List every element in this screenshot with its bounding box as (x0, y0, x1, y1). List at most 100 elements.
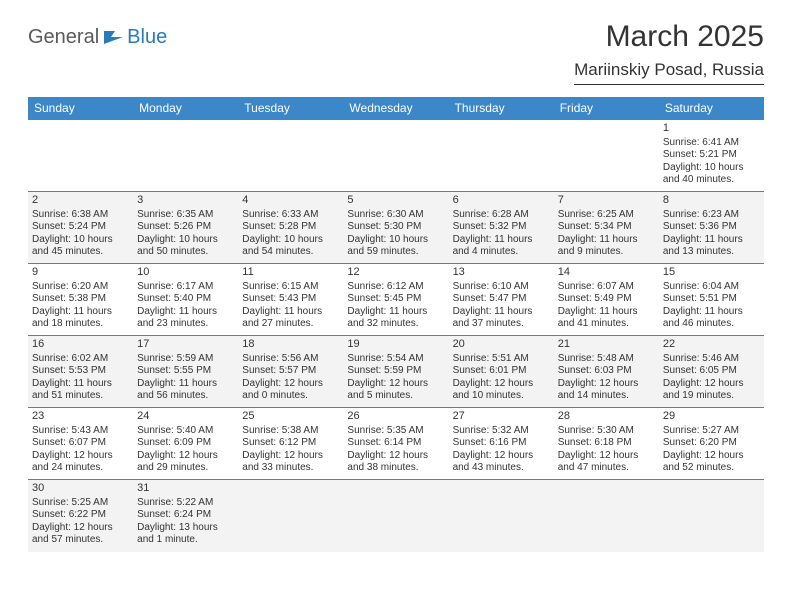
daylight1-label: Daylight: 12 hours (32, 450, 129, 463)
day-number: 27 (453, 410, 550, 424)
daylight2-label: and 9 minutes. (558, 246, 655, 259)
daylight1-label: Daylight: 12 hours (663, 450, 760, 463)
calendar-cell: 11Sunrise: 6:15 AMSunset: 5:43 PMDayligh… (238, 264, 343, 336)
daylight2-label: and 14 minutes. (558, 390, 655, 403)
calendar-cell: 25Sunrise: 5:38 AMSunset: 6:12 PMDayligh… (238, 408, 343, 480)
week-row: 23Sunrise: 5:43 AMSunset: 6:07 PMDayligh… (28, 408, 764, 480)
week-row: 2Sunrise: 6:38 AMSunset: 5:24 PMDaylight… (28, 192, 764, 264)
day-number: 20 (453, 338, 550, 352)
daylight2-label: and 29 minutes. (137, 462, 234, 475)
sunset-label: Sunset: 5:40 PM (137, 293, 234, 306)
sunrise-label: Sunrise: 6:35 AM (137, 209, 234, 222)
daylight2-label: and 33 minutes. (242, 462, 339, 475)
day-header-monday: Monday (133, 97, 238, 120)
sunset-label: Sunset: 5:34 PM (558, 221, 655, 234)
day-number: 8 (663, 194, 760, 208)
sunset-label: Sunset: 6:18 PM (558, 437, 655, 450)
sunset-label: Sunset: 5:49 PM (558, 293, 655, 306)
header: General Blue March 2025 Mariinskiy Posad… (28, 20, 764, 85)
daylight1-label: Daylight: 11 hours (558, 306, 655, 319)
calendar-cell: 19Sunrise: 5:54 AMSunset: 5:59 PMDayligh… (343, 336, 448, 408)
day-number: 1 (663, 122, 760, 136)
sunset-label: Sunset: 5:36 PM (663, 221, 760, 234)
calendar-cell (28, 120, 133, 192)
week-row: 16Sunrise: 6:02 AMSunset: 5:53 PMDayligh… (28, 336, 764, 408)
sunrise-label: Sunrise: 6:20 AM (32, 281, 129, 294)
daylight2-label: and 46 minutes. (663, 318, 760, 331)
day-number: 21 (558, 338, 655, 352)
sunset-label: Sunset: 6:12 PM (242, 437, 339, 450)
sunrise-label: Sunrise: 6:07 AM (558, 281, 655, 294)
daylight1-label: Daylight: 11 hours (137, 378, 234, 391)
calendar-cell: 4Sunrise: 6:33 AMSunset: 5:28 PMDaylight… (238, 192, 343, 264)
day-number: 22 (663, 338, 760, 352)
daylight1-label: Daylight: 11 hours (453, 234, 550, 247)
week-row: 1Sunrise: 6:41 AMSunset: 5:21 PMDaylight… (28, 120, 764, 192)
sunrise-label: Sunrise: 5:46 AM (663, 353, 760, 366)
day-header-saturday: Saturday (659, 97, 764, 120)
sunrise-label: Sunrise: 6:33 AM (242, 209, 339, 222)
daylight2-label: and 56 minutes. (137, 390, 234, 403)
calendar-cell: 7Sunrise: 6:25 AMSunset: 5:34 PMDaylight… (554, 192, 659, 264)
sunrise-label: Sunrise: 5:40 AM (137, 425, 234, 438)
daylight1-label: Daylight: 12 hours (453, 450, 550, 463)
sunset-label: Sunset: 6:14 PM (347, 437, 444, 450)
daylight2-label: and 10 minutes. (453, 390, 550, 403)
calendar-cell: 26Sunrise: 5:35 AMSunset: 6:14 PMDayligh… (343, 408, 448, 480)
daylight2-label: and 19 minutes. (663, 390, 760, 403)
daylight2-label: and 54 minutes. (242, 246, 339, 259)
calendar-cell: 13Sunrise: 6:10 AMSunset: 5:47 PMDayligh… (449, 264, 554, 336)
daylight1-label: Daylight: 11 hours (347, 306, 444, 319)
daylight1-label: Daylight: 10 hours (242, 234, 339, 247)
day-number: 5 (347, 194, 444, 208)
week-row: 30Sunrise: 5:25 AMSunset: 6:22 PMDayligh… (28, 480, 764, 552)
daylight2-label: and 47 minutes. (558, 462, 655, 475)
sunset-label: Sunset: 5:57 PM (242, 365, 339, 378)
day-number: 19 (347, 338, 444, 352)
daylight1-label: Daylight: 12 hours (663, 378, 760, 391)
sunrise-label: Sunrise: 5:35 AM (347, 425, 444, 438)
calendar-cell: 1Sunrise: 6:41 AMSunset: 5:21 PMDaylight… (659, 120, 764, 192)
daylight2-label: and 23 minutes. (137, 318, 234, 331)
daylight1-label: Daylight: 12 hours (558, 450, 655, 463)
daylight1-label: Daylight: 10 hours (663, 162, 760, 175)
location-label: Mariinskiy Posad, Russia (574, 60, 764, 85)
sunset-label: Sunset: 5:59 PM (347, 365, 444, 378)
sunrise-label: Sunrise: 6:38 AM (32, 209, 129, 222)
sunrise-label: Sunrise: 5:56 AM (242, 353, 339, 366)
daylight1-label: Daylight: 12 hours (347, 450, 444, 463)
daylight2-label: and 18 minutes. (32, 318, 129, 331)
daylight2-label: and 41 minutes. (558, 318, 655, 331)
sunrise-label: Sunrise: 5:32 AM (453, 425, 550, 438)
daylight2-label: and 51 minutes. (32, 390, 129, 403)
daylight1-label: Daylight: 12 hours (347, 378, 444, 391)
daylight1-label: Daylight: 11 hours (32, 306, 129, 319)
daylight2-label: and 52 minutes. (663, 462, 760, 475)
sunrise-label: Sunrise: 5:38 AM (242, 425, 339, 438)
sunrise-label: Sunrise: 5:51 AM (453, 353, 550, 366)
calendar-cell: 14Sunrise: 6:07 AMSunset: 5:49 PMDayligh… (554, 264, 659, 336)
flag-icon (103, 30, 125, 46)
day-number: 10 (137, 266, 234, 280)
day-number: 9 (32, 266, 129, 280)
calendar-cell: 6Sunrise: 6:28 AMSunset: 5:32 PMDaylight… (449, 192, 554, 264)
sunset-label: Sunset: 5:55 PM (137, 365, 234, 378)
daylight2-label: and 27 minutes. (242, 318, 339, 331)
calendar-cell: 30Sunrise: 5:25 AMSunset: 6:22 PMDayligh… (28, 480, 133, 552)
sunrise-label: Sunrise: 5:48 AM (558, 353, 655, 366)
day-number: 4 (242, 194, 339, 208)
day-number: 13 (453, 266, 550, 280)
day-number: 2 (32, 194, 129, 208)
sunset-label: Sunset: 5:26 PM (137, 221, 234, 234)
daylight2-label: and 38 minutes. (347, 462, 444, 475)
sunrise-label: Sunrise: 5:43 AM (32, 425, 129, 438)
calendar-cell: 29Sunrise: 5:27 AMSunset: 6:20 PMDayligh… (659, 408, 764, 480)
daylight2-label: and 57 minutes. (32, 534, 129, 547)
daylight1-label: Daylight: 12 hours (137, 450, 234, 463)
day-number: 29 (663, 410, 760, 424)
day-number: 18 (242, 338, 339, 352)
daylight2-label: and 50 minutes. (137, 246, 234, 259)
day-number: 17 (137, 338, 234, 352)
calendar-table: SundayMondayTuesdayWednesdayThursdayFrid… (28, 97, 764, 552)
day-header-row: SundayMondayTuesdayWednesdayThursdayFrid… (28, 97, 764, 120)
